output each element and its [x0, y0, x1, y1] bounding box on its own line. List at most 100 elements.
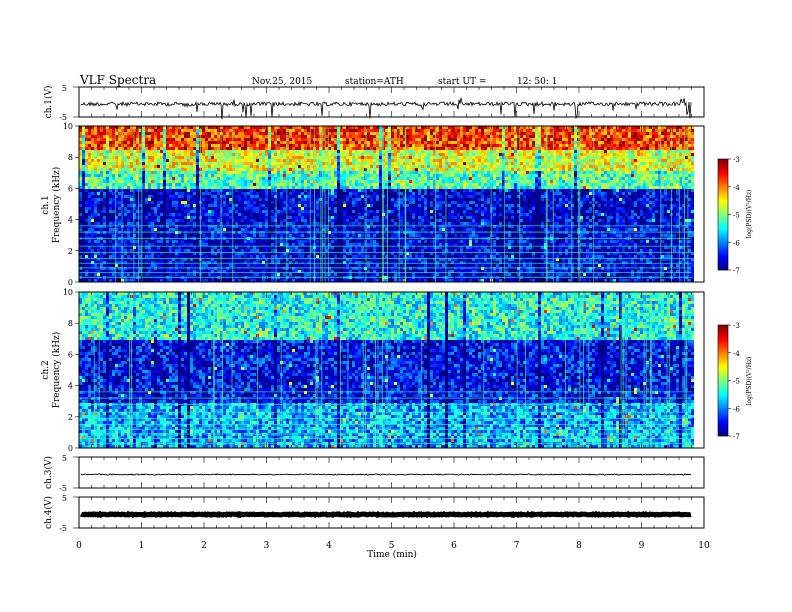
spectrogram-cell	[193, 135, 196, 138]
spectrogram-cell	[346, 195, 349, 198]
spectrogram-cell	[220, 279, 223, 282]
spectrogram-cell	[79, 153, 82, 156]
spectrogram-cell	[301, 222, 304, 225]
spectrogram-cell	[193, 267, 196, 270]
spectrogram-cell	[85, 141, 88, 144]
spectrogram-cell	[196, 168, 199, 171]
spectrogram-cell	[115, 270, 118, 273]
spectrogram-cell	[322, 177, 325, 180]
spectrogram-cell	[250, 159, 253, 162]
spectrogram-cell	[322, 153, 325, 156]
spectrogram-cell	[205, 219, 208, 222]
spectrogram-cell	[232, 273, 235, 276]
spectrogram-cell	[166, 189, 169, 192]
spectrogram-cell	[88, 204, 91, 207]
spectrogram-cell	[325, 135, 328, 138]
spectrogram-cell	[304, 126, 307, 129]
spectrogram-cell	[187, 240, 190, 243]
spectrogram-cell	[136, 150, 139, 153]
spectrogram-cell	[331, 186, 334, 189]
spectrogram-cell	[166, 156, 169, 159]
spectrogram-cell	[142, 219, 145, 222]
spectrogram-cell	[115, 135, 118, 138]
spectrogram-cell	[106, 198, 109, 201]
spectrogram-cell	[196, 141, 199, 144]
spectrogram-cell	[331, 165, 334, 168]
spectrogram-cell	[298, 204, 301, 207]
spectrogram-cell	[346, 156, 349, 159]
spectrogram-cell	[340, 210, 343, 213]
spectrogram-cell	[298, 246, 301, 249]
spectrogram-cell	[91, 201, 94, 204]
spectrogram-cell	[322, 222, 325, 225]
spectrogram-cell	[325, 168, 328, 171]
spectrogram-cell	[118, 177, 121, 180]
date-label: Nov.25, 2015	[252, 77, 313, 87]
spectrogram-cell	[172, 246, 175, 249]
spectrogram-cell	[283, 174, 286, 177]
spectrogram-cell	[211, 267, 214, 270]
spectrogram-cell	[331, 174, 334, 177]
spectrogram-cell	[208, 183, 211, 186]
spectrogram-cell	[208, 159, 211, 162]
spectrogram-cell	[346, 201, 349, 204]
spectrogram-cell	[181, 216, 184, 219]
spectrogram-cell	[127, 165, 130, 168]
spectrogram-cell	[166, 132, 169, 135]
spectrogram-cell	[130, 174, 133, 177]
spectrogram-cell	[238, 264, 241, 267]
spectrogram-cell	[304, 159, 307, 162]
spectrogram-cell	[265, 231, 268, 234]
spectrogram-cell	[88, 156, 91, 159]
spectrogram-cell	[349, 243, 352, 246]
spectrogram-cell	[166, 207, 169, 210]
spectrogram-cell	[172, 279, 175, 282]
spectrogram-cell	[286, 198, 289, 201]
spectrogram-cell	[157, 258, 160, 261]
spectrogram-cell	[310, 141, 313, 144]
spectrogram-cell	[193, 198, 196, 201]
spectrogram-cell	[136, 198, 139, 201]
spectrogram-cell	[355, 228, 358, 231]
spectrogram-cell	[241, 243, 244, 246]
spectrogram-cell	[349, 186, 352, 189]
spectrogram-cell	[265, 273, 268, 276]
spectrogram-cell	[322, 231, 325, 234]
spectrogram-cell	[214, 279, 217, 282]
spectrogram-cell	[343, 243, 346, 246]
spectrogram-cell	[256, 255, 259, 258]
spectrogram-cell	[340, 132, 343, 135]
spectrogram-cell	[85, 267, 88, 270]
spectrogram-cell	[208, 210, 211, 213]
spectrogram-cell	[280, 279, 283, 282]
spectrogram-cell	[178, 234, 181, 237]
spectrogram-cell	[196, 147, 199, 150]
spectrogram-cell	[82, 168, 85, 171]
spectrogram-cell	[286, 192, 289, 195]
spectrogram-cell	[223, 273, 226, 276]
spectrogram-cell	[223, 261, 226, 264]
spectrogram-cell	[181, 189, 184, 192]
spectrogram-cell	[154, 207, 157, 210]
spectrogram-cell	[340, 258, 343, 261]
spectrogram-cell	[271, 267, 274, 270]
spectrogram-cell	[358, 156, 361, 159]
spectrogram-cell	[295, 174, 298, 177]
spectrogram-cell	[265, 168, 268, 171]
spectrogram-cell	[139, 249, 142, 252]
spectrogram-cell	[346, 240, 349, 243]
spectrogram-cell	[118, 168, 121, 171]
spectrogram-cell	[334, 129, 337, 132]
spectrogram-cell	[148, 129, 151, 132]
spectrogram-cell	[196, 234, 199, 237]
spectrogram-cell	[316, 189, 319, 192]
spectrogram-cell	[151, 225, 154, 228]
spectrogram-cell	[151, 243, 154, 246]
spectrogram-cell	[358, 129, 361, 132]
spectrogram-cell	[259, 210, 262, 213]
spectrogram-cell	[337, 144, 340, 147]
spectrogram-cell	[352, 189, 355, 192]
spectrogram-cell	[280, 228, 283, 231]
spectrogram-cell	[184, 243, 187, 246]
spectrogram-cell	[262, 243, 265, 246]
